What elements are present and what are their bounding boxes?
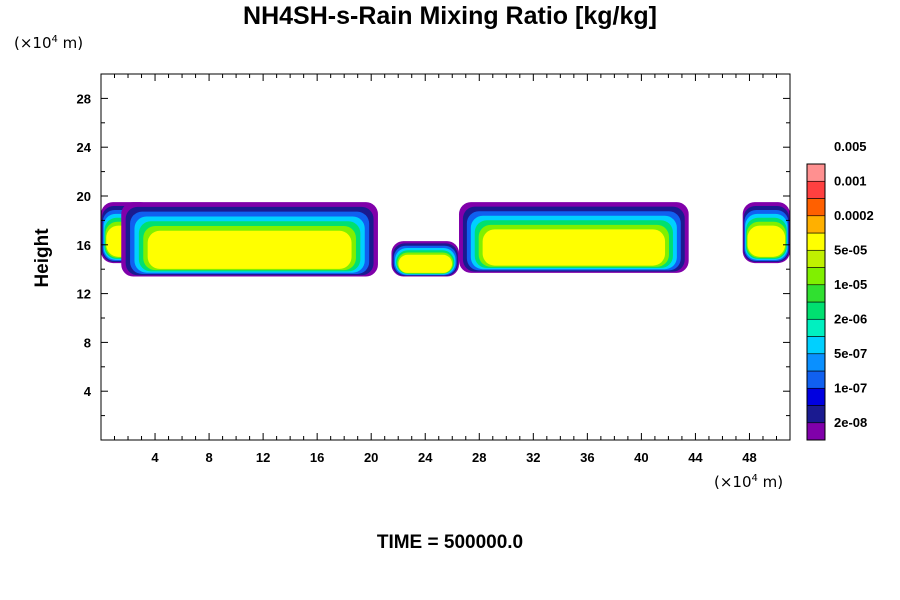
colorbar-cell xyxy=(806,301,826,320)
colorbar-cell xyxy=(806,249,826,268)
cloud-band xyxy=(742,202,790,264)
colorbar-cell xyxy=(806,163,826,182)
cloud-band xyxy=(121,202,378,277)
x-tick-label: 40 xyxy=(634,450,648,465)
colorbar-label: 2e-08 xyxy=(834,415,867,430)
colorbar-label: 1e-05 xyxy=(834,277,867,292)
chart-title: NH4SH-s-Rain Mixing Ratio [kg/kg] xyxy=(243,2,657,30)
cloud-contour-layer xyxy=(482,229,666,266)
cloud-band xyxy=(459,202,689,273)
colorbar-label: 0.0002 xyxy=(834,208,874,223)
y-tick-label: 12 xyxy=(77,287,91,302)
colorbar-label: 2e-06 xyxy=(834,311,867,326)
colorbar-cell xyxy=(806,180,826,199)
colorbar-label: 0.001 xyxy=(834,173,867,188)
x-tick-label: 12 xyxy=(256,450,270,465)
colorbar-cell xyxy=(806,387,826,406)
colorbar-cell xyxy=(806,422,826,441)
x-tick-label: 44 xyxy=(688,450,703,465)
cloud-contour-layer xyxy=(747,225,786,257)
x-tick-label: 16 xyxy=(310,450,324,465)
colorbar-cell xyxy=(806,405,826,424)
cloud-contour-layer xyxy=(147,230,352,269)
colorbar-cell xyxy=(806,353,826,372)
x-tick-label: 48 xyxy=(742,450,756,465)
x-tick-label: 32 xyxy=(526,450,540,465)
colorbar-label: 5e-05 xyxy=(834,242,867,257)
y-tick-label: 28 xyxy=(77,91,91,106)
x-axis-unit: (×104 m) xyxy=(714,473,784,491)
y-tick-label: 8 xyxy=(84,335,91,350)
y-tick-label: 20 xyxy=(77,189,91,204)
y-tick-label: 4 xyxy=(84,384,92,399)
colorbar-label: 1e-07 xyxy=(834,380,867,395)
colorbar-cell xyxy=(806,215,826,234)
y-axis-unit: (×104 m) xyxy=(14,34,84,52)
colorbar-cell xyxy=(806,318,826,337)
colorbar-cell xyxy=(806,336,826,355)
x-tick-label: 24 xyxy=(418,450,433,465)
x-tick-label: 36 xyxy=(580,450,594,465)
colorbar-cell xyxy=(806,198,826,217)
y-tick-label: 24 xyxy=(77,140,92,155)
colorbar-frame xyxy=(806,163,826,441)
y-tick-label: 16 xyxy=(77,238,91,253)
cloud-contour-layer xyxy=(398,254,453,273)
colorbar-label: 0.005 xyxy=(834,139,867,154)
cloud-band xyxy=(391,241,460,277)
colorbar-cell xyxy=(806,232,826,251)
plot-frame xyxy=(100,73,791,441)
colorbar-cell xyxy=(806,284,826,303)
x-tick-label: 28 xyxy=(472,450,486,465)
colorbar-cell xyxy=(806,370,826,389)
x-tick-label: 20 xyxy=(364,450,378,465)
x-tick-label: 8 xyxy=(205,450,212,465)
time-label: TIME = 500000.0 xyxy=(376,532,524,553)
colorbar-cell xyxy=(806,267,826,286)
x-tick-label: 4 xyxy=(151,450,159,465)
colorbar-label: 5e-07 xyxy=(834,346,867,361)
